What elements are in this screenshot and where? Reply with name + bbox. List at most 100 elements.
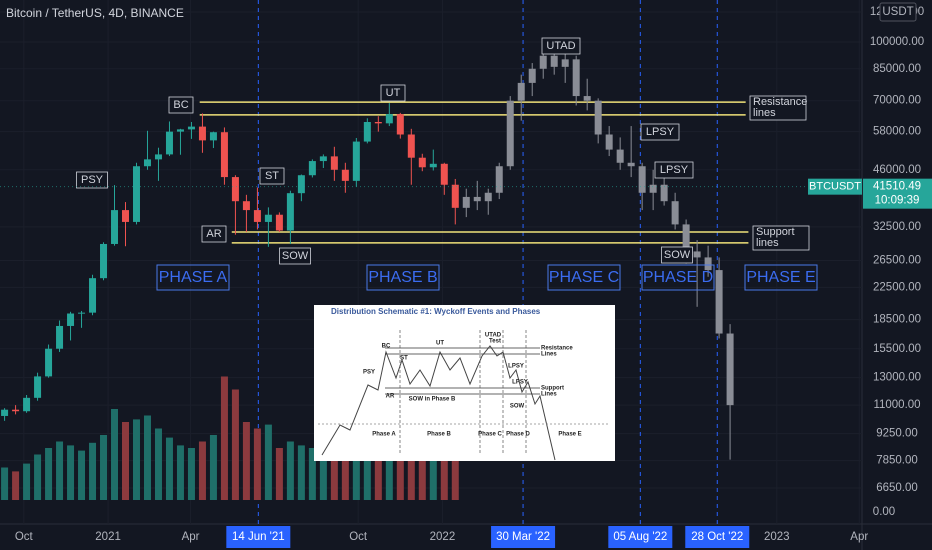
candle-body	[67, 313, 75, 326]
inset-label: LPSY	[512, 380, 528, 386]
y-tick-label: 22500.00	[873, 281, 921, 293]
candle-body	[473, 196, 481, 202]
annotation-label: SOW	[282, 250, 309, 262]
volume-bar	[187, 448, 195, 500]
inset-phase: Phase A	[372, 432, 396, 438]
candle-body	[352, 141, 360, 181]
symbol-label: BTCUSDT	[809, 181, 861, 193]
candle-body	[56, 325, 64, 349]
x-tick-label: 2021	[95, 531, 121, 543]
axes: 120000.00100000.0085000.0070000.0058000.…	[0, 6, 932, 548]
inset-label: SOW in Phase B	[409, 397, 456, 403]
note-label: Support	[756, 226, 795, 238]
y-tick-label: 100000.00	[870, 36, 924, 48]
currency-box	[879, 2, 917, 22]
volume-bar	[12, 471, 20, 500]
candle-body	[704, 257, 712, 271]
candle-body	[1, 409, 9, 416]
inset-note: Support	[541, 386, 564, 392]
note-label: lines	[753, 107, 776, 119]
volume-bar	[198, 441, 206, 500]
phase-label: PHASE C	[549, 269, 619, 286]
y-tick-label: 58000.00	[873, 126, 921, 138]
inset-label: ST	[400, 356, 408, 362]
x-tick-label: Apr	[182, 531, 200, 543]
volume-bar	[143, 415, 151, 500]
inset-title: Distribution Schematic #1: Wyckoff Event…	[331, 307, 541, 316]
note-label: lines	[756, 237, 779, 249]
annotation-label: AR	[206, 228, 221, 240]
annotation-label: LPSY	[660, 164, 689, 176]
volume-bar	[23, 463, 31, 500]
volume-bar	[176, 445, 184, 500]
volume-bar	[89, 442, 97, 500]
note-box	[752, 225, 810, 251]
candle-body	[154, 154, 162, 160]
phase-label: PHASE A	[159, 269, 228, 286]
annotation-label: SOW	[664, 249, 691, 261]
candle-body	[506, 100, 514, 167]
volume-bar	[253, 428, 261, 500]
candle-body	[165, 131, 173, 155]
inset-label: Test	[489, 339, 501, 345]
candle-body	[12, 409, 20, 412]
annotation-label: LPSY	[646, 126, 675, 138]
candle-body	[111, 210, 119, 244]
levels	[199, 101, 749, 244]
x-tick-label: 30 Mar '22	[496, 531, 550, 543]
x-tick-highlight	[226, 526, 291, 548]
candle-body	[583, 96, 591, 101]
candle-body	[528, 68, 536, 83]
candle-body	[517, 82, 525, 101]
volume-bar	[396, 445, 404, 500]
x-tick-highlight	[608, 526, 673, 548]
candle-body	[297, 175, 305, 194]
volume-bar	[1, 467, 9, 500]
x-tick-label: Oct	[15, 531, 34, 543]
annotation-box	[654, 161, 694, 179]
candle-body	[429, 163, 437, 168]
volume-bar	[308, 448, 316, 500]
annotations: PSYBCUTSTARSOWUTADLPSYLPSYSOWResistancel…	[76, 37, 818, 291]
inset-label: AR	[386, 394, 395, 400]
annotation-box	[279, 247, 311, 265]
inset-phase: Phase C	[478, 432, 502, 438]
volume-bar	[418, 448, 426, 500]
candle-body	[34, 376, 42, 398]
x-tick-highlight	[491, 526, 556, 548]
note-label: Resistance	[753, 96, 807, 108]
candle-body	[451, 184, 459, 208]
y-tick-label: 70000.00	[873, 95, 921, 107]
candle-body	[649, 184, 657, 193]
volume-bar	[297, 445, 305, 500]
inset-schematic: Distribution Schematic #1: Wyckoff Event…	[314, 305, 615, 461]
annotation-box	[541, 37, 581, 55]
candle-body	[132, 166, 140, 222]
candle-body	[45, 348, 53, 377]
volume-bar	[341, 448, 349, 500]
volume-bar	[78, 450, 86, 500]
x-tick-label: Oct	[349, 531, 368, 543]
candle-body	[143, 159, 151, 167]
candle-body	[176, 129, 184, 132]
phase-box	[156, 264, 230, 291]
x-tick-label: 14 Jun '21	[232, 531, 285, 543]
volume-bar	[231, 389, 239, 500]
phase-box	[641, 264, 715, 291]
annotation-label: ST	[265, 170, 279, 182]
candle-body	[671, 201, 679, 225]
candle-body	[198, 126, 206, 141]
volume-bar	[429, 454, 437, 500]
y-tick-label: 11000.00	[873, 399, 920, 411]
candle-body	[638, 166, 646, 193]
candle-body	[100, 243, 108, 279]
volume-bar	[286, 441, 294, 500]
y-tick-label: 18500.00	[873, 314, 921, 326]
candle-body	[715, 270, 723, 334]
y-tick-label: 9250.00	[876, 428, 918, 440]
volume-bar	[440, 450, 448, 500]
candle-body	[209, 132, 217, 141]
currency: USDT	[882, 6, 913, 18]
candle-body	[253, 210, 261, 222]
candle-body	[385, 114, 393, 124]
